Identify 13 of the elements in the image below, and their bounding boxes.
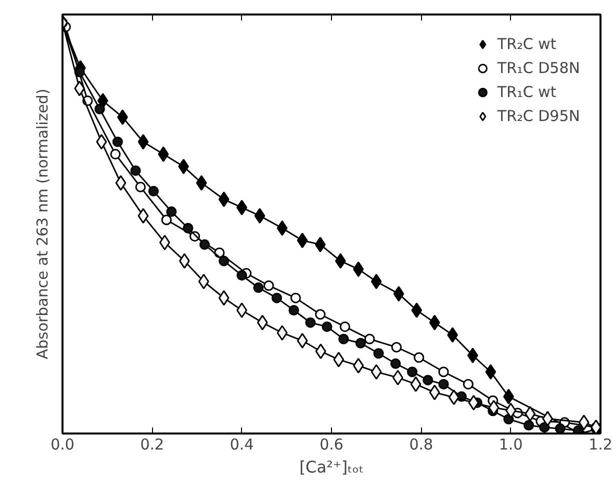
x-tick-label: 0.6 [320,436,344,454]
y-axis-title: Absorbance at 263 nm (normalized) [34,88,52,360]
x-tick-label: 0.8 [409,436,434,454]
x-tick-label: 0.4 [230,436,254,454]
legend-label: TR₁C wt [497,83,556,101]
x-axis-title: [Ca²⁺]ₜₒₜ [299,458,364,476]
x-tick-label: 1.0 [498,436,523,454]
x-tick-label: 0.2 [140,436,164,454]
x-tick-label: 1.2 [588,436,612,454]
legend-label: TR₂C wt [497,35,556,53]
x-tick-label: 0.0 [50,436,74,454]
legend-label: TR₁C D58N [497,59,580,77]
legend-label: TR₂C D95N [497,107,580,125]
